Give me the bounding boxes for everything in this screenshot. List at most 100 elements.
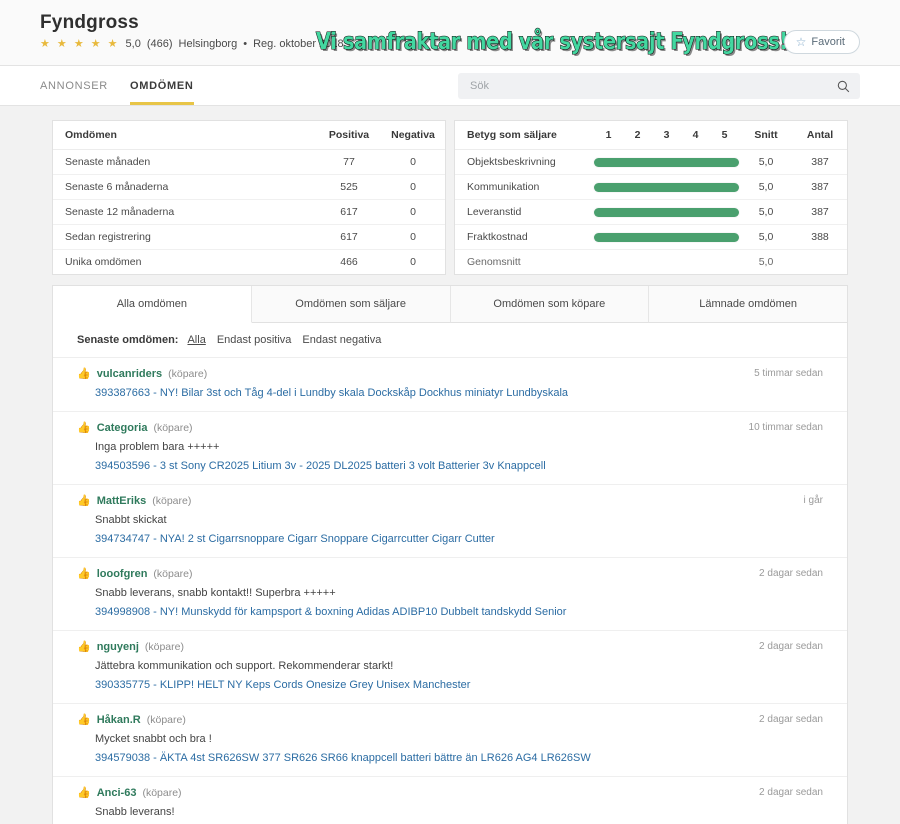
- review-item: 👍 looofgren (köpare) 2 dagar sedan Snabb lev…: [53, 558, 847, 631]
- row-negative: 0: [381, 149, 445, 175]
- scale-4: 4: [681, 121, 710, 150]
- star-outline-icon: ☆: [795, 35, 807, 49]
- review-username[interactable]: Categoria: [96, 422, 148, 434]
- table-row: Objektsbeskrivning 5,0 387: [455, 149, 847, 175]
- review-item-link[interactable]: 394998908 - NY! Munskydd för kampsport &…: [95, 606, 567, 618]
- review-item-link[interactable]: 394734747 - NYA! 2 st Cigarrsnoppare Cig…: [95, 533, 495, 545]
- filter-endast-negativa[interactable]: Endast negativa: [302, 334, 382, 346]
- summary-body: Senaste månaden 77 0 Senaste 6 månaderna…: [53, 149, 445, 275]
- tab-lamnade-omdomen[interactable]: Lämnade omdömen: [649, 286, 847, 323]
- thumbs-up-icon: 👍: [77, 421, 91, 434]
- rating-bar-cell: [594, 149, 739, 175]
- thumbs-up-icon: 👍: [77, 786, 91, 799]
- review-item-link[interactable]: 394503596 - 3 st Sony CR2025 Litium 3v -…: [95, 460, 546, 472]
- review-item: 👍 nguyenj (köpare) 2 dagar sedan Jättebra ko…: [53, 631, 847, 704]
- row-snitt: 5,0: [739, 174, 793, 200]
- review-header: 👍 MattEriks (köpare): [77, 495, 823, 507]
- average-label: Genomsnitt: [467, 256, 521, 268]
- review-list: 👍 vulcanriders (köpare) 5 timmar sedan 39338…: [53, 358, 847, 824]
- thumbs-up-icon: 👍: [77, 567, 91, 580]
- registration-date: Reg. oktober 2018: [253, 38, 344, 50]
- review-username[interactable]: MattEriks: [96, 495, 147, 507]
- row-label: Objektsbeskrivning: [455, 149, 594, 175]
- review-timestamp: i går: [803, 495, 823, 506]
- summary-title: Omdömen: [53, 121, 317, 150]
- table-row: Leveranstid 5,0 387: [455, 199, 847, 225]
- review-username[interactable]: vulcanriders: [96, 368, 163, 380]
- page-title: Fyndgross: [40, 12, 139, 33]
- rating-bar-cell: [594, 174, 739, 200]
- row-antal: 387: [793, 199, 847, 225]
- review-username[interactable]: Håkan.R: [96, 714, 141, 726]
- review-item-link[interactable]: 390335775 - KLIPP! HELT NY Keps Cords On…: [95, 679, 471, 691]
- rating-bar-track: [594, 232, 739, 242]
- tab-omdomen-som-kopare[interactable]: Omdömen som köpare: [450, 286, 650, 323]
- thumbs-up-icon: 👍: [77, 367, 91, 380]
- search-icon[interactable]: [837, 80, 850, 93]
- filter-endast-positiva[interactable]: Endast positiva: [216, 334, 292, 346]
- rating-bar-fill: [594, 232, 739, 242]
- reviews-summary-card: Omdömen Positiva Negativa Senaste månade…: [52, 120, 446, 275]
- row-positive: 525: [317, 174, 381, 200]
- filter-label: Senaste omdömen:: [77, 334, 179, 346]
- promo-banner: Vi samfraktar med vår systersajt Fyndgro…: [315, 28, 788, 55]
- review-item-link[interactable]: 394579038 - ÄKTA 4st SR626SW 377 SR626 S…: [95, 752, 591, 764]
- rating-bar-cell: [594, 224, 739, 250]
- table-row: Sedan registrering 617 0: [53, 224, 445, 250]
- shop-meta: ★ ★ ★ ★ ★ 5,0 (466) Helsingborg • Reg. o…: [40, 28, 860, 56]
- star-rating-icon: ★ ★ ★ ★ ★: [40, 38, 120, 50]
- scale-5: 5: [710, 121, 739, 150]
- scale-2: 2: [623, 121, 652, 150]
- review-timestamp: 10 timmar sedan: [748, 422, 823, 433]
- review-comment: Mycket snabbt och bra !: [95, 733, 212, 745]
- row-antal: 387: [793, 174, 847, 200]
- average-spacer: [594, 250, 739, 275]
- review-role: (köpare): [142, 787, 182, 799]
- review-item: 👍 MattEriks (köpare) i går Snabbt skickat 394…: [53, 485, 847, 558]
- seller-ratings-table: Betyg som säljare 1 2 3 4 5 Snitt Antal …: [455, 121, 847, 274]
- main-navbar: ANNONSER OMDÖMEN: [0, 66, 900, 106]
- review-comment: Snabbt skickat: [95, 514, 167, 526]
- row-label: Senaste månaden: [53, 149, 317, 175]
- row-label: Sedan registrering: [53, 224, 317, 250]
- review-item: 👍 Håkan.R (köpare) 2 dagar sedan Mycket snab…: [53, 704, 847, 777]
- row-positive: 77: [317, 149, 381, 175]
- tab-alla-omdomen[interactable]: Alla omdömen: [53, 286, 252, 323]
- row-negative: 0: [381, 224, 445, 250]
- filter-alla[interactable]: Alla: [187, 334, 206, 346]
- rating-bar-fill: [594, 207, 739, 217]
- table-header-row: Omdömen Positiva Negativa: [53, 121, 445, 150]
- tab-omdomen-som-saljare[interactable]: Omdömen som säljare: [251, 286, 451, 323]
- nav-tab-omdomen[interactable]: OMDÖMEN: [129, 66, 194, 105]
- review-timestamp: 5 timmar sedan: [754, 368, 823, 379]
- review-item: 👍 Anci-63 (köpare) 2 dagar sedan Snabb lever…: [53, 777, 847, 824]
- review-comment: Snabb leverans!: [95, 806, 175, 818]
- search-bar[interactable]: [458, 73, 860, 99]
- favorite-button-label: Favorit: [811, 36, 845, 48]
- shop-location: Helsingborg: [178, 38, 238, 50]
- table-row: Fraktkostnad 5,0 388: [455, 224, 847, 250]
- row-label: Senaste 12 månaderna: [53, 199, 317, 225]
- review-item-link[interactable]: 393387663 - NY! Bilar 3st och Tåg 4-del …: [95, 387, 569, 399]
- table-header-row: Betyg som säljare 1 2 3 4 5 Snitt Antal: [455, 121, 847, 150]
- row-label: Kommunikation: [455, 174, 594, 200]
- table-row: Unika omdömen 466 0: [53, 250, 445, 275]
- column-negativa: Negativa: [381, 121, 445, 150]
- rating-bar-track: [594, 207, 739, 217]
- review-username[interactable]: Anci-63: [96, 787, 137, 799]
- review-role: (köpare): [152, 495, 192, 507]
- rating-bar-track: [594, 182, 739, 192]
- review-header: 👍 nguyenj (köpare): [77, 641, 823, 653]
- main-content: Omdömen Positiva Negativa Senaste månade…: [0, 106, 900, 824]
- nav-tab-annonser[interactable]: ANNONSER: [40, 79, 108, 92]
- search-input[interactable]: [468, 79, 837, 93]
- review-timestamp: 2 dagar sedan: [759, 568, 823, 579]
- review-role: (köpare): [153, 568, 193, 580]
- review-item: 👍 Categoria (köpare) 10 timmar sedan Inga pr…: [53, 412, 847, 485]
- review-username[interactable]: looofgren: [96, 568, 148, 580]
- review-role: (köpare): [153, 422, 193, 434]
- review-username[interactable]: nguyenj: [96, 641, 139, 653]
- rating-bar-fill: [594, 157, 739, 167]
- reviews-panel: Alla omdömen Omdömen som säljare Omdömen…: [52, 285, 848, 824]
- favorite-button[interactable]: ☆ Favorit: [783, 30, 860, 54]
